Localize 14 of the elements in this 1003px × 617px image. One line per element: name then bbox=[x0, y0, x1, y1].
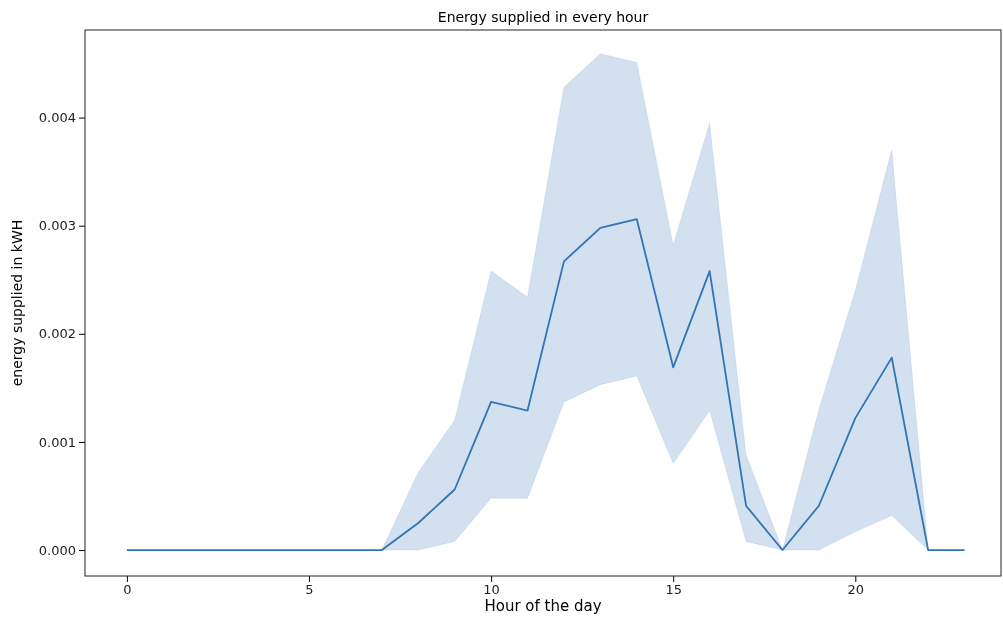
y-tick-label: 0.001 bbox=[38, 434, 76, 450]
x-tick-label: 10 bbox=[483, 582, 500, 598]
x-axis-title: Hour of the day bbox=[484, 597, 602, 615]
x-tick-label: 0 bbox=[123, 582, 132, 598]
x-tick-label: 5 bbox=[305, 582, 314, 598]
y-tick-label: 0.004 bbox=[38, 110, 76, 126]
x-tick-label: 20 bbox=[847, 582, 865, 598]
line-series bbox=[125, 218, 966, 551]
y-axis-title: energy supplied in kWH bbox=[9, 219, 25, 387]
y-tick-label: 0.002 bbox=[38, 326, 76, 342]
y-tick-label: 0.003 bbox=[38, 218, 76, 234]
y-tick-label: 0.000 bbox=[38, 542, 76, 558]
chart-title: Energy supplied in every hour bbox=[437, 9, 649, 25]
x-tick-label: 15 bbox=[665, 582, 682, 598]
